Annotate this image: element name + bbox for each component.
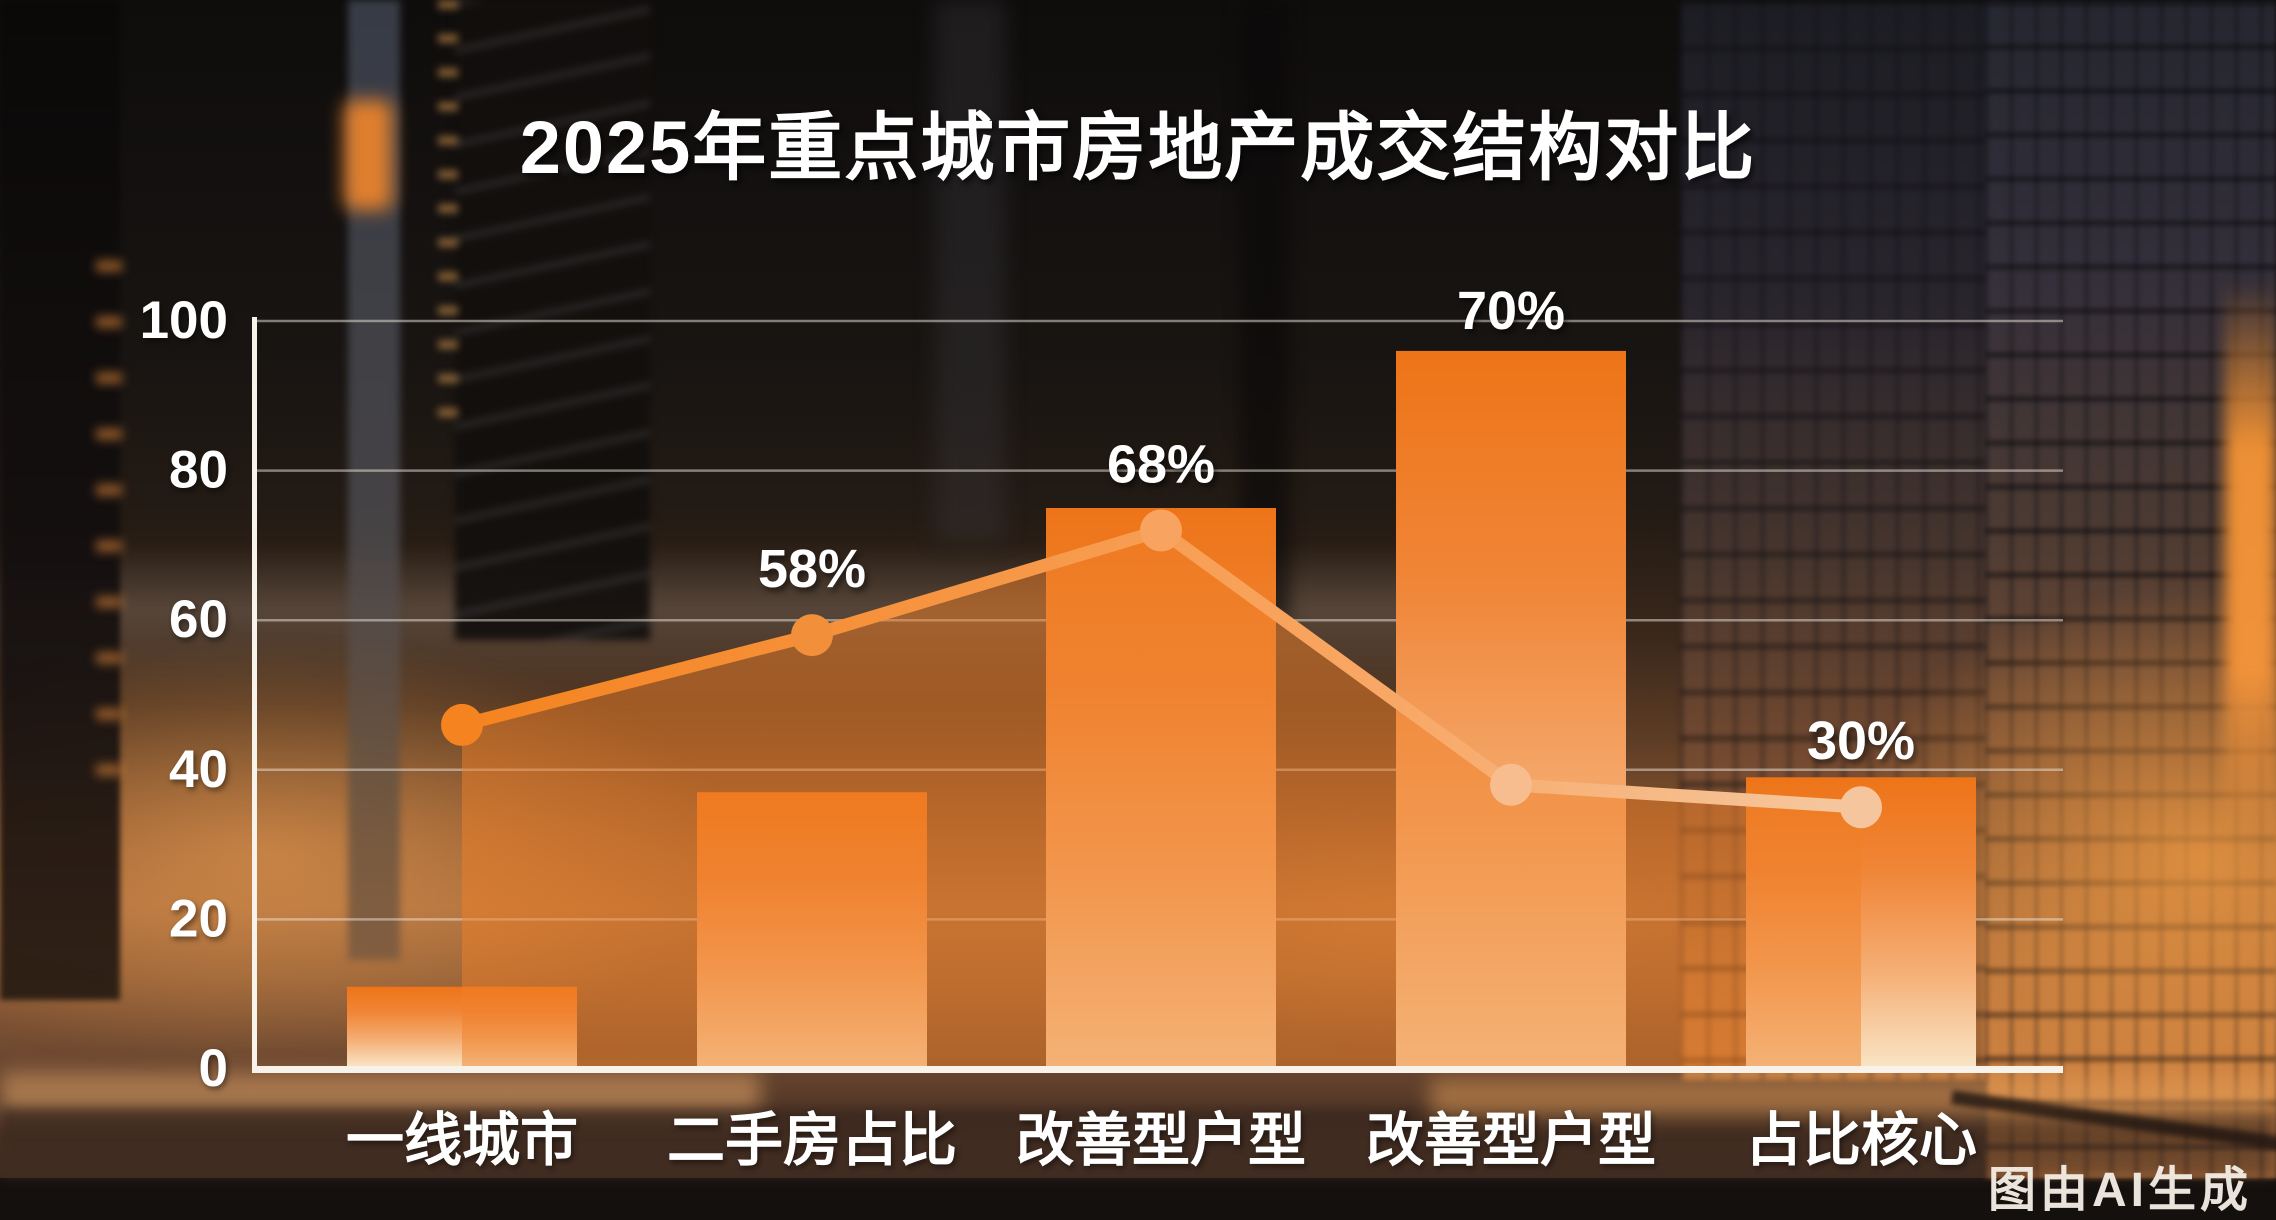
x-axis-line (254, 1066, 2063, 1073)
x-category-label-5: 占比核心 (1745, 1108, 1977, 1173)
y-tick-label-60: 60 (169, 590, 228, 649)
x-category-label-4: 改善型户型 (1366, 1108, 1656, 1173)
trend-marker-1 (441, 703, 483, 746)
trend-marker-3 (1140, 509, 1182, 552)
y-tick-label-80: 80 (169, 441, 228, 500)
x-category-label-3: 改善型户型 (1016, 1108, 1306, 1173)
background-bright-edge (2225, 280, 2276, 840)
trend-marker-5 (1840, 786, 1882, 829)
trend-marker-2 (791, 614, 833, 657)
y-axis-line (252, 317, 257, 1073)
y-tick-label-20: 20 (169, 889, 228, 948)
bar-label-4: 70% (1457, 281, 1565, 341)
trend-marker-4 (1490, 763, 1532, 806)
point-label-3: 68% (1107, 434, 1215, 494)
ai-watermark: 图由AI生成 (1988, 1164, 2253, 1217)
background-lit-windows-left (96, 260, 122, 780)
chart-title: 2025年重点城市房地产成交结构对比 (519, 106, 1757, 189)
x-category-label-2: 二手房占比 (667, 1108, 957, 1173)
background-streak (935, 0, 1005, 540)
y-tick-label-100: 100 (140, 291, 228, 350)
point-label-2: 58% (758, 539, 866, 599)
background-street-right (1430, 1078, 2276, 1118)
background-lit-windows-mid (438, 0, 458, 420)
x-category-label-1: 一线城市 (346, 1108, 578, 1173)
y-tick-label-40: 40 (169, 740, 228, 799)
trend-area-fill (462, 530, 1861, 1066)
background-street-shadow (0, 1108, 2276, 1178)
y-tick-label-0: 0 (199, 1039, 228, 1098)
background-orange-light (344, 100, 392, 210)
point-label-5: 30% (1807, 711, 1915, 771)
